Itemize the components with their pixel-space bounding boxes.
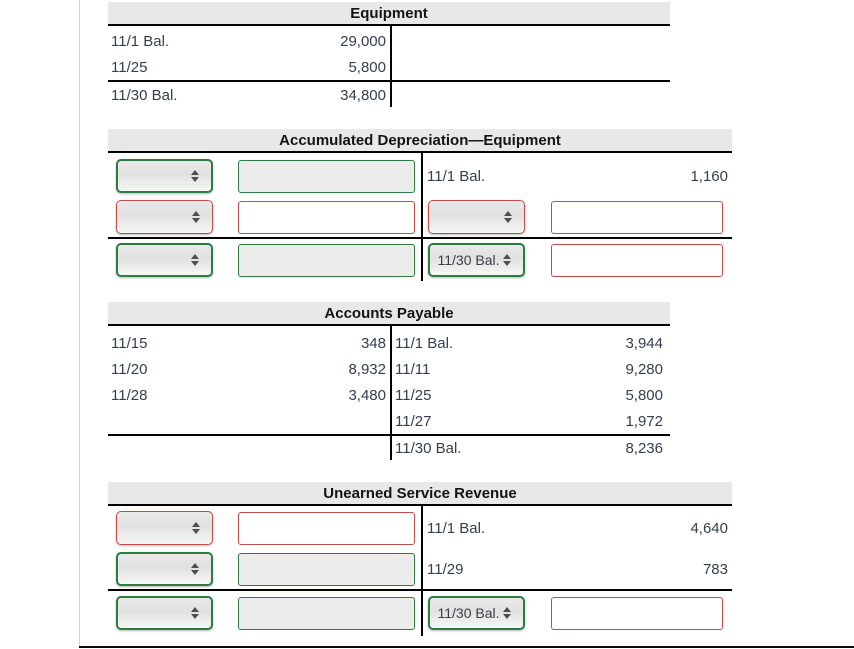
account-header: Equipment <box>108 2 670 26</box>
balance-rule-line <box>108 237 732 239</box>
account-body: 11/1 Bal. 1,160 11/30 Bal. <box>108 153 732 281</box>
balance-rule-line <box>108 80 670 82</box>
date-dropdown[interactable] <box>116 243 213 277</box>
account-title: Unearned Service Revenue <box>323 484 517 502</box>
spinner-arrows-icon <box>191 170 199 182</box>
account-body: 11/1 Bal. 29,000 11/25 5,800 11/30 Bal. … <box>108 26 670 107</box>
dropdown-value: 11/30 Bal. <box>437 252 500 268</box>
bottom-divider-line <box>79 646 854 648</box>
credit-entry-row: 11/1 Bal. 4,640 <box>427 511 728 545</box>
balance-rule-line <box>108 589 732 591</box>
t-account-accumulated-depreciation: Accumulated Depreciation—Equipment 11/1 … <box>108 129 732 281</box>
entry-date-label: 11/1 Bal. <box>395 334 454 352</box>
account-title: Equipment <box>350 4 428 22</box>
amount-input[interactable] <box>551 244 723 277</box>
entry-date-label: 11/20 <box>111 360 148 378</box>
entry-date-label: 11/11 <box>395 360 431 378</box>
entry-amount: 783 <box>702 560 728 578</box>
date-dropdown[interactable] <box>116 596 213 630</box>
amount-input[interactable] <box>551 201 723 234</box>
t-account-accounts-payable: Accounts Payable 11/15 348 11/20 8,932 1… <box>108 302 670 460</box>
entry-date-label: 11/28 <box>111 386 148 404</box>
debit-entry-row: 11/15 348 <box>108 330 390 356</box>
spinner-arrows-icon <box>503 254 511 266</box>
credit-entry-row: 11/29 783 <box>427 552 728 586</box>
account-header: Unearned Service Revenue <box>108 482 732 506</box>
spinner-arrows-icon <box>191 254 199 266</box>
t-account-divider <box>390 26 392 107</box>
spinner-arrows-icon <box>191 563 199 575</box>
entry-amount: 1,972 <box>625 412 663 430</box>
spinner-arrows-icon <box>504 211 512 223</box>
debit-entry-row: 11/20 8,932 <box>108 356 390 382</box>
entry-date-label: 11/1 Bal. <box>427 519 486 537</box>
account-body: 11/15 348 11/20 8,932 11/28 3,480 11/1 B… <box>108 326 670 460</box>
entry-date-label: 11/1 Bal. <box>427 167 486 185</box>
entry-amount: 1,160 <box>690 167 728 185</box>
amount-input[interactable] <box>238 160 415 193</box>
balance-date-dropdown[interactable]: 11/30 Bal. <box>428 243 525 277</box>
balance-date-dropdown[interactable]: 11/30 Bal. <box>428 596 525 630</box>
t-account-unearned-service-revenue: Unearned Service Revenue 11/1 Bal. 4,640… <box>108 482 732 636</box>
credit-entry-row: 11/11 9,280 <box>392 356 667 382</box>
debit-entry-row: 11/28 3,480 <box>108 382 390 408</box>
balance-row: 11/30 Bal. 8,236 <box>392 436 667 460</box>
account-header: Accounts Payable <box>108 302 670 326</box>
entry-amount: 3,480 <box>348 386 386 404</box>
amount-input[interactable] <box>238 512 415 545</box>
spinner-arrows-icon <box>503 607 511 619</box>
amount-input[interactable] <box>551 597 723 630</box>
entry-amount: 348 <box>360 334 386 352</box>
debit-entry-row: 11/1 Bal. 29,000 <box>108 28 390 54</box>
entry-amount: 5,800 <box>625 386 663 404</box>
entry-date-label: 11/15 <box>111 334 148 352</box>
date-dropdown[interactable] <box>428 200 525 234</box>
account-title: Accumulated Depreciation—Equipment <box>279 131 561 149</box>
t-account-divider <box>390 326 392 460</box>
amount-input[interactable] <box>238 201 415 234</box>
entry-date-label: 11/27 <box>395 412 432 430</box>
credit-entry-row: 11/27 1,972 <box>392 408 667 434</box>
t-account-divider <box>421 506 423 636</box>
credit-entry-row: 11/25 5,800 <box>392 382 667 408</box>
balance-rule-line <box>108 434 670 436</box>
credit-entry-row: 11/1 Bal. 1,160 <box>427 159 728 193</box>
date-dropdown[interactable] <box>116 511 213 545</box>
entry-amount: 9,280 <box>625 360 663 378</box>
date-dropdown[interactable] <box>116 200 213 234</box>
date-dropdown[interactable] <box>116 552 213 586</box>
account-title: Accounts Payable <box>324 304 454 322</box>
spinner-arrows-icon <box>191 607 199 619</box>
spinner-arrows-icon <box>192 211 200 223</box>
spinner-arrows-icon <box>192 522 200 534</box>
left-page-rule <box>79 0 80 646</box>
dropdown-value: 11/30 Bal. <box>437 605 500 621</box>
t-account-equipment: Equipment 11/1 Bal. 29,000 11/25 5,800 1… <box>108 2 670 107</box>
credit-entry-row: 11/1 Bal. 3,944 <box>392 330 667 356</box>
balance-date-label: 11/30 Bal. <box>395 439 462 457</box>
balance-row: 11/30 Bal. 34,800 <box>108 82 390 108</box>
amount-input[interactable] <box>238 597 415 630</box>
entry-amount: 4,640 <box>690 519 728 537</box>
entry-date-label: 11/29 <box>427 560 464 578</box>
entry-date-label: 11/25 <box>111 58 148 76</box>
debit-entry-row: 11/25 5,800 <box>108 54 390 80</box>
balance-amount: 34,800 <box>340 86 386 104</box>
entry-amount: 29,000 <box>340 32 386 50</box>
entry-date-label: 11/25 <box>395 386 432 404</box>
entry-amount: 5,800 <box>348 58 386 76</box>
t-account-divider <box>421 153 423 281</box>
entry-date-label: 11/1 Bal. <box>111 32 170 50</box>
amount-input[interactable] <box>238 244 415 277</box>
account-body: 11/1 Bal. 4,640 11/29 783 11/30 Bal. <box>108 506 732 636</box>
balance-date-label: 11/30 Bal. <box>111 86 178 104</box>
amount-input[interactable] <box>238 553 415 586</box>
entry-amount: 8,932 <box>348 360 386 378</box>
date-dropdown[interactable] <box>116 159 213 193</box>
account-header: Accumulated Depreciation—Equipment <box>108 129 732 153</box>
balance-amount: 8,236 <box>625 439 663 457</box>
entry-amount: 3,944 <box>625 334 663 352</box>
